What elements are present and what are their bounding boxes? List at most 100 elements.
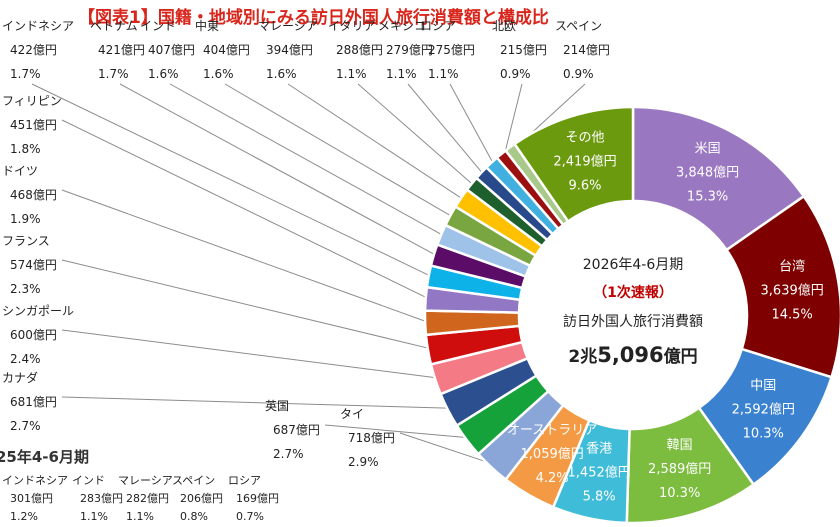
slice-label-11-0: ドイツ: [2, 164, 38, 178]
slice-label-22-1: 214億円: [563, 43, 610, 57]
slice-label-3-2: 10.3%: [659, 486, 700, 501]
slice-label-4-0: 香港: [586, 441, 612, 456]
leader-16: [224, 83, 455, 219]
leader-18: [357, 83, 476, 187]
leader-12: [61, 119, 430, 300]
slice-label-15-2: 1.6%: [148, 67, 179, 81]
previous-item-4-1: 169億円: [236, 492, 279, 505]
leader-10: [61, 259, 432, 350]
slice-label-5-0: オーストラリア: [507, 423, 597, 438]
slice-label-23-1: 2,419億円: [553, 153, 616, 169]
center-status: （1次速報）: [593, 284, 673, 301]
slice-label-11-2: 1.9%: [10, 212, 41, 226]
slice-label-18-2: 1.1%: [336, 67, 367, 81]
previous-item-3-1: 206億円: [180, 492, 223, 505]
leader-15: [169, 83, 446, 237]
slice-label-0-0: 米国: [695, 141, 721, 156]
slice-label-6-1: 718億円: [348, 431, 395, 445]
slice-23: [512, 105, 635, 224]
slice-label-5-1: 1,059億円: [521, 446, 584, 462]
slice-label-2-2: 10.3%: [743, 427, 784, 442]
slice-label-4-1: 1,452億円: [568, 464, 631, 480]
leader-19: [407, 83, 485, 176]
slice-label-22-0: スペイン: [555, 19, 602, 33]
slice-label-20-1: 275億円: [428, 43, 475, 57]
previous-item-2-1: 282億円: [126, 492, 169, 505]
slice-label-9-0: シンガポール: [2, 304, 74, 318]
previous-item-0-2: 1.2%: [10, 510, 38, 523]
slice-label-10-2: 2.3%: [10, 282, 41, 296]
slice-label-12-0: フィリピン: [2, 94, 62, 108]
leader-8: [61, 396, 452, 409]
slice-label-9-1: 600億円: [10, 328, 57, 342]
slice-label-18-0: イタリア: [328, 19, 376, 33]
slice-label-14-0: ベトナム: [90, 19, 138, 33]
slice-label-19-1: 279億円: [386, 43, 433, 57]
previous-item-4-2: 0.7%: [236, 510, 264, 523]
slice-label-19-0: メキシコ: [378, 19, 426, 33]
slice-label-16-2: 1.6%: [203, 67, 234, 81]
leader-20: [449, 83, 495, 166]
slice-labels: 米国 3,848億円 15.3% 台湾 3,639億円 14.5% 中国 2,592億円 10.…: [2, 18, 824, 504]
slice-label-18-1: 288億円: [336, 43, 383, 57]
leader-11: [61, 189, 430, 324]
center-period: 2026年4-6月期: [583, 257, 684, 273]
slice-label-0-2: 15.3%: [687, 189, 728, 204]
slice-label-4-2: 5.8%: [583, 489, 616, 504]
slice-label-1-2: 14.5%: [771, 308, 812, 323]
slice-label-15-1: 407億円: [148, 43, 195, 57]
slice-label-20-2: 1.1%: [428, 67, 459, 81]
slice-label-7-1: 687億円: [273, 423, 320, 437]
leader-21: [503, 83, 523, 158]
previous-item-4-0: ロシア: [228, 474, 261, 487]
previous-item-1-1: 283億円: [80, 492, 123, 505]
leader-13: [31, 83, 433, 278]
slice-label-10-1: 574億円: [10, 258, 57, 272]
slice-label-17-2: 1.6%: [266, 67, 297, 81]
slice-label-2-0: 中国: [750, 379, 776, 394]
previous-item-1-0: インド: [72, 474, 105, 487]
slice-label-9-2: 2.4%: [10, 352, 41, 366]
slice-label-2-1: 2,592億円: [732, 402, 795, 418]
leader-lines: [31, 83, 586, 465]
slice-label-14-2: 1.7%: [98, 67, 129, 81]
slice-label-16-1: 404億円: [203, 43, 250, 57]
slice-label-8-0: カナダ: [2, 370, 38, 385]
slice-label-10-0: フランス: [2, 234, 50, 248]
leader-7: [324, 424, 471, 439]
slice-label-19-2: 1.1%: [386, 67, 417, 81]
slice-label-21-2: 0.9%: [500, 67, 531, 81]
previous-item-3-0: スペイン: [172, 474, 215, 487]
slice-label-22-2: 0.9%: [563, 67, 594, 81]
slice-label-13-0: インドネシア: [2, 19, 74, 33]
slice-label-7-0: 英国: [265, 399, 289, 413]
slice-label-13-2: 1.7%: [10, 67, 41, 81]
slice-label-1-1: 3,639億円: [761, 283, 824, 299]
previous-title: 25年4-6月期: [0, 448, 89, 466]
leader-9: [61, 329, 440, 379]
leader-17: [287, 83, 465, 201]
slice-label-1-0: 台湾: [779, 259, 805, 275]
center-label: 訪日外国人旅行消費額: [563, 314, 703, 330]
center-total: 2兆5,096億円: [568, 343, 697, 367]
previous-item-2-0: マレーシア: [118, 474, 173, 487]
slice-label-12-1: 451億円: [10, 118, 57, 132]
previous-item-0-1: 301億円: [10, 492, 53, 505]
slice-label-0-1: 3,848億円: [676, 164, 739, 180]
donut-center: 2026年4-6月期 （1次速報） 訪日外国人旅行消費額 2兆5,096億円: [563, 257, 703, 367]
slice-label-17-0: マレーシア: [258, 19, 318, 33]
slice-label-3-1: 2,589億円: [648, 461, 711, 477]
slice-label-7-2: 2.7%: [273, 447, 304, 461]
slice-label-3-0: 韓国: [667, 438, 693, 453]
slice-label-17-1: 394億円: [266, 43, 313, 57]
slice-label-21-0: 北欧: [492, 19, 516, 33]
slice-label-5-2: 4.2%: [536, 471, 569, 486]
slice-label-13-1: 422億円: [10, 43, 57, 57]
chart-title: 【図表1】国籍・地域別にみる訪日外国人旅行消費額と構成比: [78, 7, 549, 28]
slice-label-8-1: 681億円: [10, 395, 57, 409]
leader-6: [399, 432, 495, 465]
previous-item-0-0: インドネシア: [2, 474, 68, 487]
slice-label-20-0: ロシア: [420, 19, 456, 33]
slice-label-8-2: 2.7%: [10, 419, 41, 433]
